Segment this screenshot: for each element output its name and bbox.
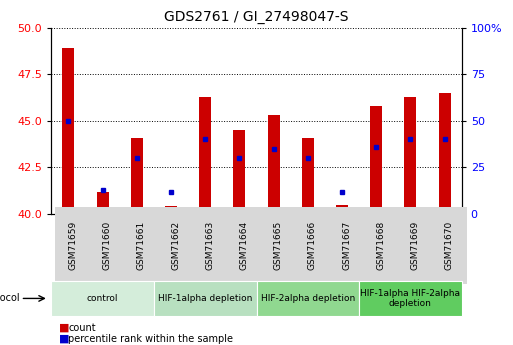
Text: control: control: [87, 294, 119, 303]
Text: ■: ■: [59, 334, 69, 344]
Text: GSM71659: GSM71659: [68, 221, 77, 270]
Bar: [165, 206, 177, 214]
Bar: [233, 130, 245, 214]
Bar: [96, 191, 109, 214]
Bar: [404, 97, 417, 214]
Bar: [302, 138, 314, 214]
Text: protocol: protocol: [0, 294, 19, 303]
Bar: [336, 205, 348, 214]
Text: GSM71662: GSM71662: [171, 221, 180, 270]
Bar: [63, 48, 74, 214]
Text: percentile rank within the sample: percentile rank within the sample: [68, 334, 233, 344]
Bar: [199, 97, 211, 214]
Text: GSM71664: GSM71664: [240, 221, 248, 270]
Text: HIF-1alpha HIF-2alpha
depletion: HIF-1alpha HIF-2alpha depletion: [361, 289, 460, 308]
Text: GSM71661: GSM71661: [137, 221, 146, 270]
Bar: [268, 115, 280, 214]
Text: GSM71663: GSM71663: [205, 221, 214, 270]
Text: GSM71669: GSM71669: [410, 221, 420, 270]
Text: GSM71670: GSM71670: [445, 221, 453, 270]
Text: GSM71666: GSM71666: [308, 221, 317, 270]
Text: GSM71660: GSM71660: [103, 221, 112, 270]
Text: HIF-2alpha depletion: HIF-2alpha depletion: [261, 294, 355, 303]
Text: ■: ■: [59, 323, 69, 333]
Text: HIF-1alpha depletion: HIF-1alpha depletion: [158, 294, 252, 303]
Bar: [439, 93, 450, 214]
Bar: [131, 138, 143, 214]
Text: GSM71668: GSM71668: [376, 221, 385, 270]
Text: GSM71667: GSM71667: [342, 221, 351, 270]
Bar: [370, 106, 382, 214]
Title: GDS2761 / GI_27498047-S: GDS2761 / GI_27498047-S: [164, 10, 349, 24]
Text: GSM71665: GSM71665: [273, 221, 283, 270]
Text: count: count: [68, 323, 96, 333]
